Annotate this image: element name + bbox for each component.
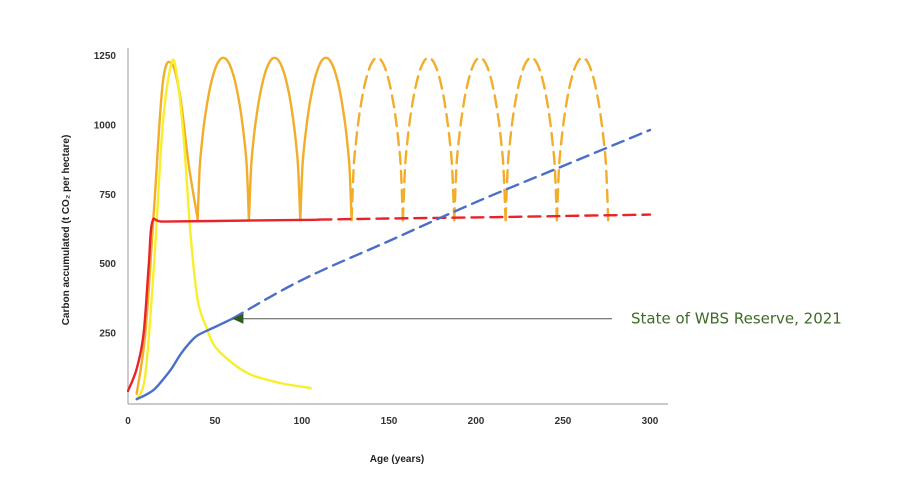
x-tick-label: 150: [381, 416, 398, 427]
y-tick-label: 500: [99, 259, 116, 270]
red-series-dashed: [318, 213, 652, 221]
annotation-arrowhead: [232, 313, 244, 324]
y-tick-label: 750: [99, 190, 116, 201]
yellow-series: [135, 58, 312, 401]
x-tick-label: 0: [125, 416, 131, 427]
y-tick-label: 1250: [94, 51, 117, 62]
y-axis-title: Carbon accumulated (t CO₂ per hectare): [61, 135, 72, 326]
red-series-solid: [126, 217, 321, 393]
orange-first-cycle: [135, 60, 199, 395]
y-tick-labels: 250 500 750 1000 1250: [94, 51, 117, 340]
orange-cycle-dashed: [401, 56, 456, 222]
annotation-text: State of WBS Reserve, 2021: [631, 310, 842, 328]
x-axis-title: Age (years): [370, 454, 424, 465]
orange-cycle-dashed: [555, 56, 610, 222]
orange-cycle-solid: [247, 56, 302, 222]
series-layer: [126, 56, 652, 401]
x-tick-label: 200: [468, 416, 485, 427]
y-tick-label: 250: [99, 329, 116, 340]
orange-cycle-solid: [299, 56, 353, 222]
annotation-layer: State of WBS Reserve, 2021: [232, 310, 842, 328]
blue-series-solid: [135, 317, 234, 401]
x-tick-label: 250: [555, 416, 572, 427]
orange-cycle-dashed: [350, 56, 405, 222]
y-tick-label: 1000: [94, 120, 117, 131]
orange-cycle-solid: [196, 56, 251, 222]
x-tick-label: 300: [642, 416, 659, 427]
x-tick-label: 50: [209, 416, 221, 427]
orange-cycle-dashed: [453, 56, 507, 222]
orange-cycle-dashed: [504, 56, 559, 222]
x-tick-label: 100: [294, 416, 311, 427]
x-tick-labels: 0 50 100 150 200 250 300: [125, 416, 659, 427]
blue-series-dashed: [231, 128, 652, 320]
